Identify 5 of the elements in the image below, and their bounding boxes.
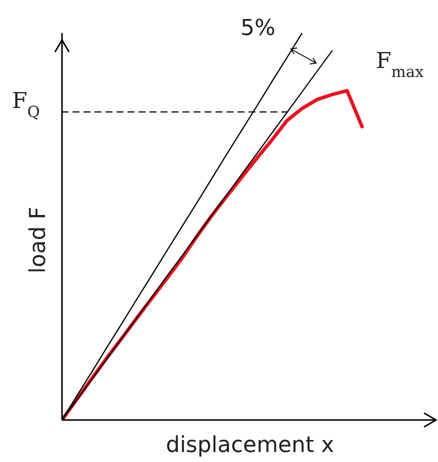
y-axis-title: load F: [26, 206, 51, 274]
text: F$_{Q}$: [12, 89, 40, 121]
x-axis-title: displacement x: [166, 433, 334, 458]
text: F$_{max}$: [376, 49, 424, 81]
annotation: 5%: [240, 16, 276, 41]
